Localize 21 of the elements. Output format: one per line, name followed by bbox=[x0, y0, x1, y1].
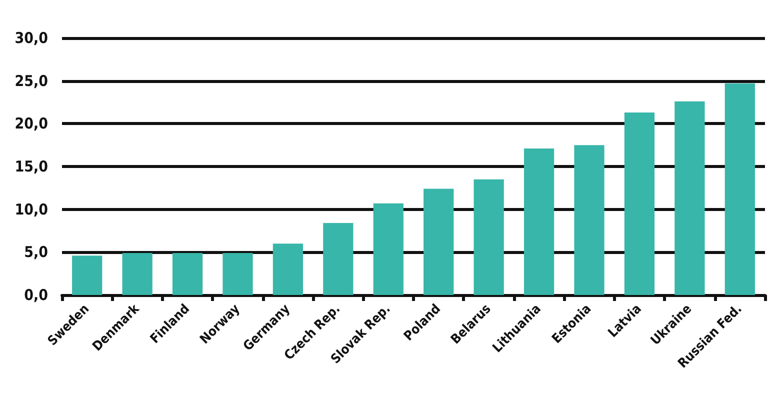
y-tick-label: 0,0 bbox=[24, 286, 48, 304]
y-tick-label: 25,0 bbox=[14, 72, 48, 90]
y-tick-label: 15,0 bbox=[14, 158, 48, 176]
y-tick-label: 30,0 bbox=[14, 29, 48, 47]
bar bbox=[72, 256, 102, 295]
y-tick-label: 10,0 bbox=[14, 200, 48, 218]
bar bbox=[222, 253, 253, 295]
bar bbox=[624, 112, 655, 295]
bar bbox=[674, 101, 705, 295]
bar bbox=[272, 244, 304, 295]
bar bbox=[172, 253, 203, 295]
bar bbox=[724, 83, 755, 295]
bar bbox=[574, 145, 604, 295]
bar bbox=[323, 223, 354, 295]
bar bbox=[373, 203, 404, 295]
y-tick-label: 20,0 bbox=[14, 114, 48, 133]
y-tick-label: 5,0 bbox=[24, 243, 48, 262]
bar bbox=[122, 253, 152, 295]
bar bbox=[474, 179, 504, 295]
bar bbox=[424, 188, 454, 295]
bar bbox=[524, 148, 554, 295]
